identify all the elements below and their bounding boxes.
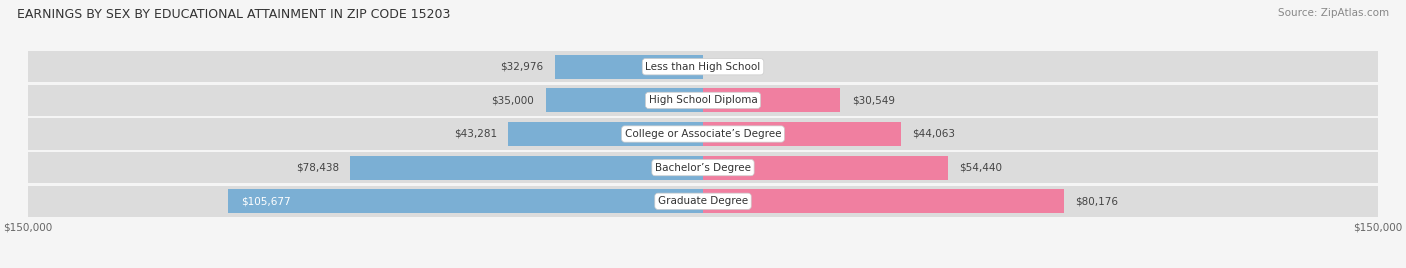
Text: Less than High School: Less than High School bbox=[645, 62, 761, 72]
Bar bbox=[546, 88, 703, 113]
Text: Bachelor’s Degree: Bachelor’s Degree bbox=[655, 163, 751, 173]
Text: College or Associate’s Degree: College or Associate’s Degree bbox=[624, 129, 782, 139]
Bar bbox=[28, 152, 1378, 183]
Bar bbox=[703, 122, 901, 146]
Text: Source: ZipAtlas.com: Source: ZipAtlas.com bbox=[1278, 8, 1389, 18]
Bar bbox=[28, 85, 1378, 116]
Bar bbox=[28, 185, 1378, 217]
Text: $80,176: $80,176 bbox=[1076, 196, 1118, 206]
Text: Graduate Degree: Graduate Degree bbox=[658, 196, 748, 206]
Text: $78,438: $78,438 bbox=[295, 163, 339, 173]
Bar bbox=[703, 88, 841, 113]
Text: EARNINGS BY SEX BY EDUCATIONAL ATTAINMENT IN ZIP CODE 15203: EARNINGS BY SEX BY EDUCATIONAL ATTAINMEN… bbox=[17, 8, 450, 21]
Bar bbox=[509, 122, 703, 146]
Text: $0: $0 bbox=[714, 62, 727, 72]
Bar bbox=[28, 51, 1378, 83]
Text: $35,000: $35,000 bbox=[492, 95, 534, 105]
Bar bbox=[350, 155, 703, 180]
Bar bbox=[703, 189, 1064, 213]
Text: $32,976: $32,976 bbox=[501, 62, 543, 72]
Text: $30,549: $30,549 bbox=[852, 95, 894, 105]
Text: $105,677: $105,677 bbox=[240, 196, 291, 206]
Text: $43,281: $43,281 bbox=[454, 129, 498, 139]
Bar bbox=[554, 55, 703, 79]
Text: High School Diploma: High School Diploma bbox=[648, 95, 758, 105]
Bar bbox=[28, 118, 1378, 150]
Bar bbox=[703, 155, 948, 180]
Text: $44,063: $44,063 bbox=[912, 129, 956, 139]
Text: $54,440: $54,440 bbox=[959, 163, 1002, 173]
Bar bbox=[228, 189, 703, 213]
